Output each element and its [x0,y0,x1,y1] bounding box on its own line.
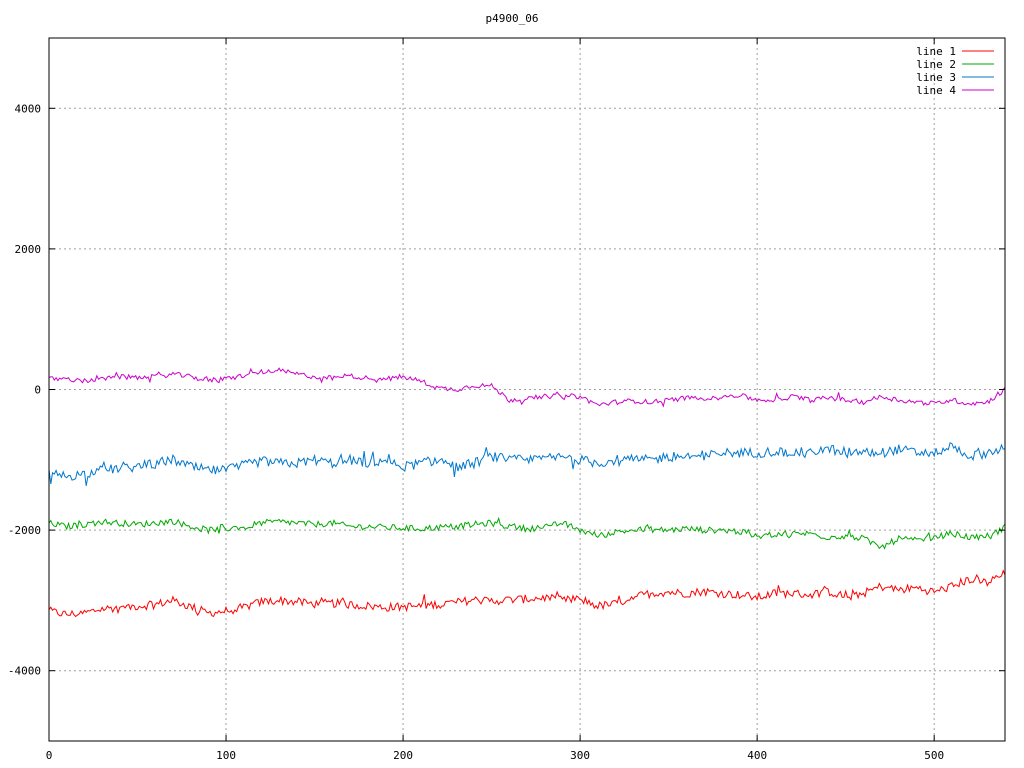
series-line-3 [48,442,1006,486]
y-tick-label: 4000 [15,102,42,115]
legend-label-3: line 3 [916,71,956,84]
series-line-4 [48,367,1006,408]
x-tick-label: 500 [924,749,944,762]
legend-label-4: line 4 [916,84,956,97]
series-group [48,367,1006,618]
grid-lines [49,38,1005,741]
x-tick-label: 100 [216,749,236,762]
axis-ticks: 0 100 200 300 400 500 -4000 -2000 0 2000 4000 [8,38,1005,762]
legend-label-1: line 1 [916,45,956,58]
x-tick-label: 200 [393,749,413,762]
x-tick-label: 400 [747,749,767,762]
series-line-2 [48,516,1006,550]
y-tick-label: 0 [34,384,41,397]
y-tick-label: -4000 [8,665,41,678]
x-tick-label: 300 [570,749,590,762]
chart-title: p4900_06 [486,12,539,25]
y-tick-label: -2000 [8,524,41,537]
y-tick-label: 2000 [15,243,42,256]
series-line-1 [48,569,1006,618]
plot-frame [48,37,1006,742]
legend-label-2: line 2 [916,58,956,71]
x-tick-label: 0 [46,749,53,762]
